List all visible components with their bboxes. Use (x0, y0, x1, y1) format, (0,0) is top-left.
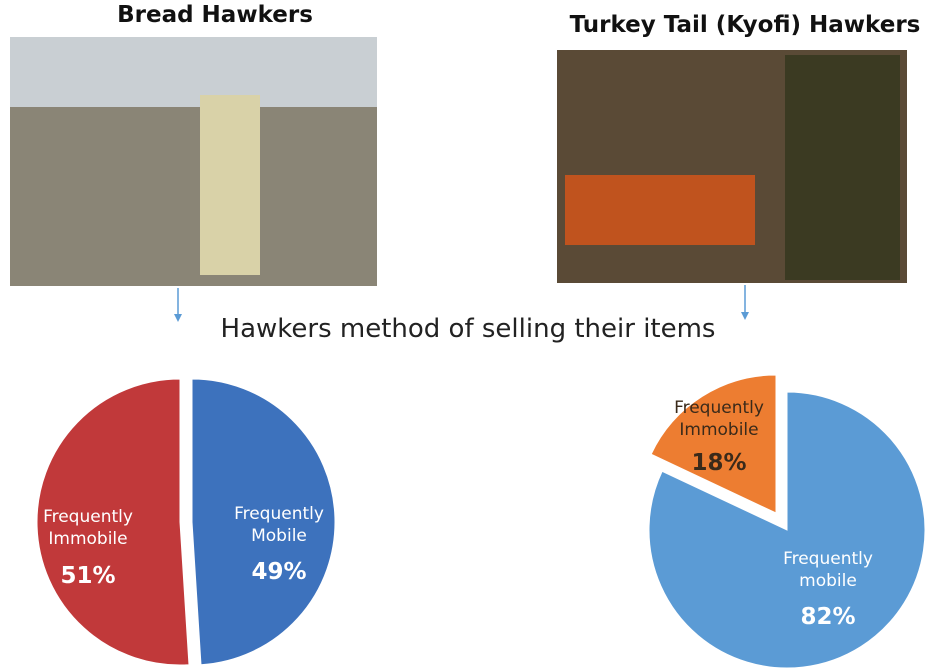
photo-title: Bread Hawkers (117, 2, 313, 28)
chart-title: Hawkers method of selling their items (221, 314, 716, 344)
photo-figure (200, 95, 260, 275)
arrow-head (741, 312, 749, 320)
slice-label: Frequently Immobile (43, 507, 133, 549)
photo-title: Turkey Tail (Kyofi) Hawkers (570, 12, 921, 38)
photo-figure (785, 55, 900, 280)
slice-label: Frequently mobile (783, 549, 873, 591)
pie-slice (648, 391, 926, 669)
pie-slice (650, 374, 777, 514)
arrow-head (174, 314, 182, 322)
slice-value: 51% (60, 563, 116, 589)
pie-slice (36, 378, 190, 666)
photo-food (565, 175, 755, 245)
slice-value: 18% (691, 450, 747, 476)
slice-value: 82% (800, 604, 856, 630)
slice-label: Frequently Immobile (674, 398, 764, 440)
photo-sky (10, 37, 377, 107)
pie-slice (191, 378, 336, 666)
slice-label: Frequently Mobile (234, 504, 324, 546)
slice-value: 49% (251, 559, 307, 585)
